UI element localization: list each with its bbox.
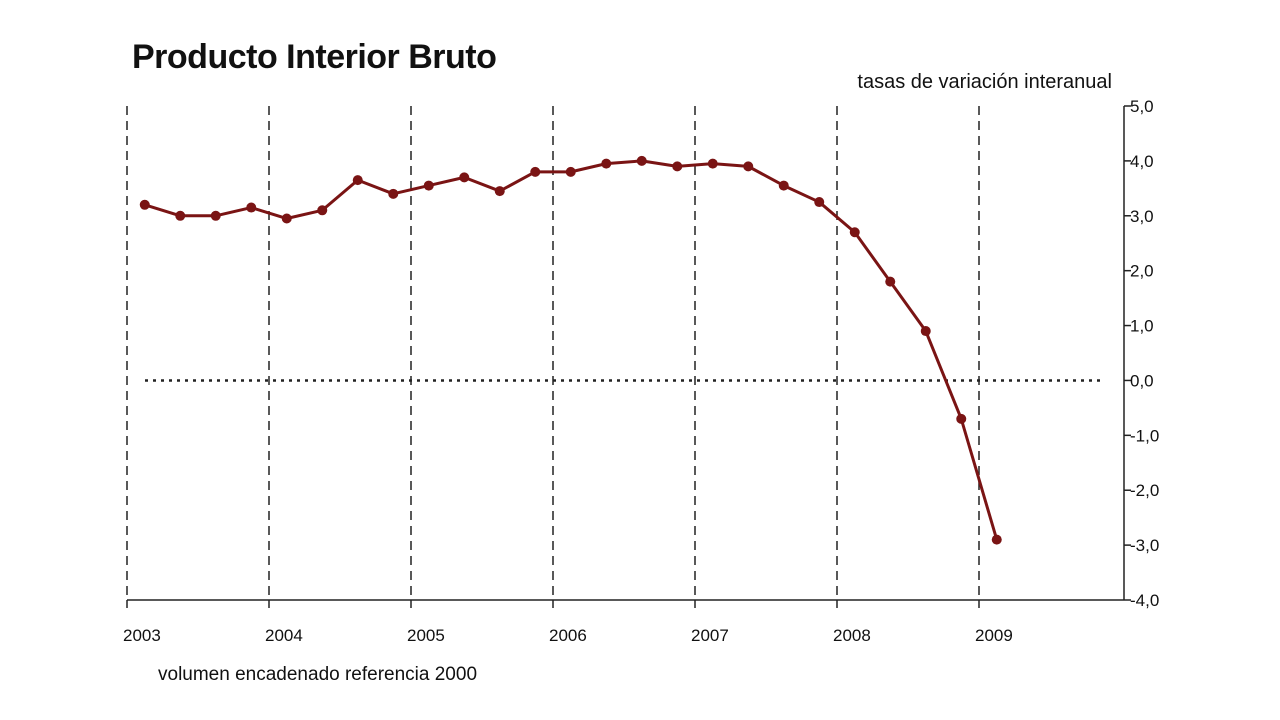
y-tick-label: 4,0	[1130, 152, 1154, 171]
data-point	[956, 413, 967, 424]
data-point	[352, 175, 363, 186]
x-tick-label: 2008	[833, 626, 871, 645]
chart-subtitle: tasas de variación interanual	[857, 71, 1112, 93]
data-point	[246, 202, 257, 213]
data-point	[672, 161, 683, 172]
data-point	[601, 158, 612, 169]
data-point	[743, 161, 754, 172]
series-pib	[139, 155, 1002, 545]
data-point	[814, 197, 825, 208]
y-tick-label: -2,0	[1130, 481, 1159, 500]
data-point	[210, 210, 221, 221]
chart-title: Producto Interior Bruto	[132, 38, 497, 76]
y-tick-label: 0,0	[1130, 371, 1154, 390]
data-point	[707, 158, 718, 169]
x-tick-label: 2005	[407, 626, 445, 645]
data-point	[388, 188, 399, 199]
data-point	[317, 205, 328, 216]
chart-footnote: volumen encadenado referencia 2000	[158, 664, 478, 685]
data-point	[494, 186, 505, 197]
axes: 2003 2004 2005 2006 2007 2008 2009 5,0 4,0 3,0 2,0…	[123, 97, 1159, 645]
x-tick-label: 2007	[691, 626, 729, 645]
data-point	[139, 199, 150, 210]
data-point	[530, 166, 541, 177]
y-tick-label: -3,0	[1130, 536, 1159, 555]
data-point	[565, 166, 576, 177]
data-point	[991, 534, 1002, 545]
y-tick-label: 5,0	[1130, 97, 1154, 116]
x-tick-label: 2009	[975, 626, 1013, 645]
y-tick-label: -4,0	[1130, 591, 1159, 610]
data-point	[423, 180, 434, 191]
data-point	[885, 276, 896, 287]
y-tick-label: -1,0	[1130, 426, 1159, 445]
data-point	[281, 213, 292, 224]
y-tick-label: 1,0	[1130, 317, 1154, 336]
x-tick-label: 2003	[123, 626, 161, 645]
data-point	[636, 155, 647, 166]
x-tick-label: 2006	[549, 626, 587, 645]
data-point	[920, 326, 931, 337]
data-point	[778, 180, 789, 191]
data-point	[459, 172, 470, 183]
x-tick-label: 2004	[265, 626, 303, 645]
data-point	[849, 227, 860, 238]
y-tick-label: 2,0	[1130, 262, 1154, 281]
grid-lines	[126, 106, 1100, 600]
data-point	[175, 210, 186, 221]
series-line	[144, 159, 999, 541]
y-tick-label: 3,0	[1130, 207, 1154, 226]
